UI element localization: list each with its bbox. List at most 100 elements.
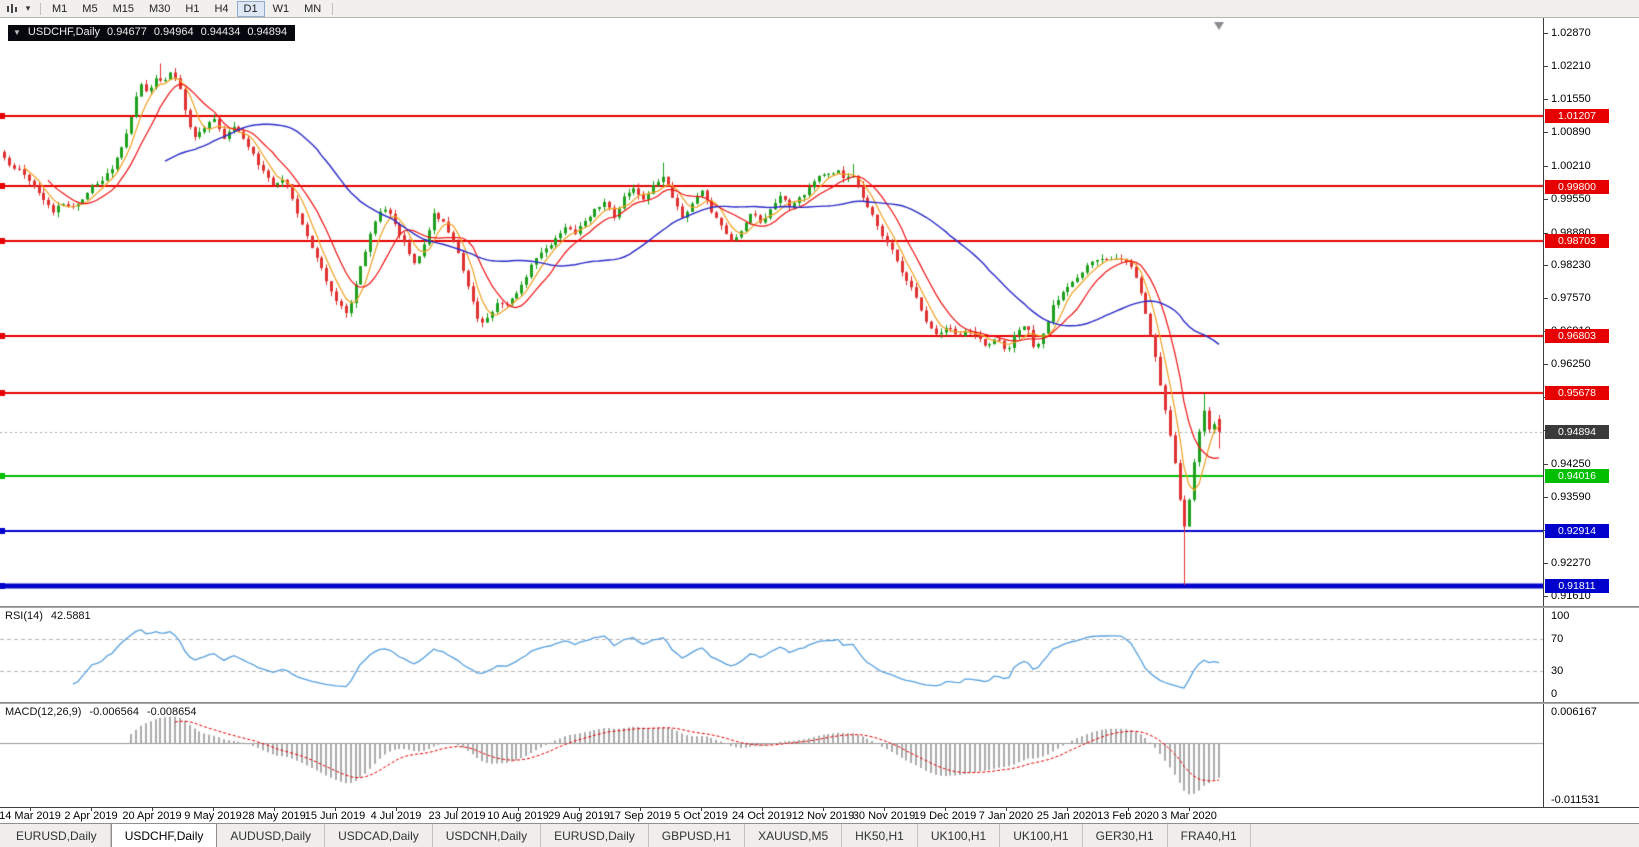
rsi-pane: RSI(14) 42.5881: [0, 608, 1543, 702]
rsi-axis-label: 100: [1551, 610, 1570, 622]
symbol-ohlc-box: ▼ USDCHF,Daily 0.94677 0.94964 0.94434 0…: [8, 25, 296, 41]
price-axis-label: 0.91610: [1551, 590, 1591, 602]
price-axis-label: 1.02870: [1551, 27, 1591, 39]
price-axis-tick: [1544, 99, 1548, 100]
date-axis-tick: [457, 808, 458, 811]
date-axis-label: 7 Jan 2020: [978, 810, 1034, 822]
macd-axis-max-label: 0.006167: [1551, 706, 1597, 718]
date-axis-tick: [91, 808, 92, 811]
macd-canvas[interactable]: [0, 704, 1543, 807]
one-click-trading-arrow-icon[interactable]: ▼: [13, 28, 21, 37]
chart-tab-ger30-h1[interactable]: GER30,H1: [1083, 824, 1168, 847]
pane-separator[interactable]: [0, 702, 1639, 704]
chart-area: ▼ USDCHF,Daily 0.94677 0.94964 0.94434 0…: [0, 18, 1639, 823]
date-axis-tick: [945, 808, 946, 811]
price-axis-label: 1.02210: [1551, 60, 1591, 72]
date-axis-label: 29 Aug 2019: [548, 810, 610, 822]
chart-tab-uk100-h1[interactable]: UK100,H1: [918, 824, 1001, 847]
price-axis-tick: [1544, 464, 1548, 465]
timeframe-button-m5[interactable]: M5: [82, 2, 98, 15]
toolbar-separator: [40, 2, 41, 15]
ohlc-close: 0.94894: [247, 26, 288, 38]
chart-tab-fra40-h1[interactable]: FRA40,H1: [1168, 824, 1251, 847]
chart-tab-usdchf-daily[interactable]: USDCHF,Daily: [110, 823, 218, 847]
date-axis-tick: [274, 808, 275, 811]
date-axis-label: 10 Aug 2019: [487, 810, 549, 822]
date-axis-tick: [762, 808, 763, 811]
price-line-badge: 0.99800: [1545, 179, 1609, 194]
price-line-badge: 0.91811: [1545, 578, 1609, 593]
price-chart-canvas[interactable]: [0, 18, 1543, 606]
rsi-axis-label: 0: [1551, 688, 1558, 700]
date-axis-label: 9 May 2019: [184, 810, 242, 822]
price-axis-tick: [1544, 232, 1548, 234]
price-axis-label: 0.94250: [1551, 458, 1591, 470]
rsi-value: 42.5881: [50, 610, 91, 622]
price-axis-tick: [1544, 132, 1548, 133]
pane-separator[interactable]: [0, 606, 1639, 608]
macd-indicator-label: MACD(12,26,9) -0.006564 -0.008654: [5, 706, 197, 718]
time-axis[interactable]: 14 Mar 2019 2 Apr 2019 20 Apr 2019 9 May 20…: [0, 807, 1639, 823]
chart-menu-dropdown-icon[interactable]: ▾: [25, 3, 31, 13]
date-axis-tick: [30, 808, 31, 811]
date-axis-tick: [701, 808, 702, 811]
timeframe-button-h1[interactable]: H1: [185, 2, 200, 15]
price-axis-tick: [1544, 596, 1548, 597]
date-axis-label: 2 Apr 2019: [64, 810, 118, 822]
macd-pane: MACD(12,26,9) -0.006564 -0.008654: [0, 704, 1543, 807]
ohlc-open: 0.94677: [107, 26, 147, 38]
rsi-canvas[interactable]: [0, 608, 1543, 702]
chart-tab-audusd-daily[interactable]: AUDUSD,Daily: [217, 824, 326, 847]
chart-tab-xauusd-m5[interactable]: XAUUSD,M5: [745, 824, 843, 847]
chart-tabs-bar: EURUSD,Daily USDCHF,Daily AUDUSD,Daily USDC…: [0, 823, 1639, 847]
price-axis-tick: [1544, 497, 1548, 498]
chart-tab-eurusd-daily[interactable]: EURUSD,Daily: [541, 824, 649, 847]
timeframe-buttons: M1 M5 M15 M30 H1 H4 D1 W1 MN: [45, 0, 328, 17]
date-axis-label: 3 Mar 2020: [1161, 810, 1217, 822]
chart-bars-icon-glyph: [7, 3, 17, 13]
date-axis-tick: [823, 808, 824, 811]
rsi-axis-label: 70: [1551, 633, 1564, 646]
date-axis-tick: [396, 808, 397, 811]
price-axis-label: 1.00890: [1551, 126, 1591, 138]
timeframe-button-m30[interactable]: M30: [148, 2, 171, 15]
date-axis-label: 23 Jul 2019: [428, 810, 486, 822]
timeframe-button-d1[interactable]: D1: [236, 0, 265, 17]
chart-tab-usdcad-daily[interactable]: USDCAD,Daily: [325, 824, 433, 847]
chart-tab-usdcnh-daily[interactable]: USDCNH,Daily: [433, 824, 542, 847]
macd-name: MACD(12,26,9): [5, 706, 82, 718]
date-axis-tick: [884, 808, 885, 811]
date-axis-label: 13 Feb 2020: [1097, 810, 1159, 822]
chart-tab-gbpusd-h1[interactable]: GBPUSD,H1: [649, 824, 746, 847]
chart-bars-icon[interactable]: [4, 1, 20, 17]
timeframe-button-w1[interactable]: W1: [272, 2, 290, 15]
rsi-axis-label: 30: [1551, 664, 1564, 677]
price-axis-tick: [1544, 265, 1548, 266]
price-axis-tick: [1544, 66, 1548, 67]
price-axis-tick: [1544, 33, 1548, 34]
date-axis-label: 20 Apr 2019: [122, 810, 182, 822]
price-axis-tick: [1544, 166, 1548, 167]
rsi-name: RSI(14): [5, 610, 43, 622]
price-axis[interactable]: 0.006167 -0.011531 1.02870 1.02210 1.01550…: [1543, 18, 1639, 823]
chart-tab-hk50-h1[interactable]: HK50,H1: [842, 824, 918, 847]
price-axis-tick: [1544, 364, 1548, 365]
price-line-badge: 0.95678: [1545, 385, 1609, 400]
timeframe-button-mn[interactable]: MN: [304, 2, 322, 15]
date-axis-label: 14 Mar 2019: [0, 810, 61, 822]
timeframe-button-h4[interactable]: H4: [214, 2, 229, 15]
symbol-label: USDCHF,Daily: [27, 26, 101, 38]
chart-tab-uk100-h1[interactable]: UK100,H1: [1000, 824, 1083, 847]
price-axis-label: 0.99550: [1551, 193, 1591, 205]
chart-tab-eurusd-daily[interactable]: EURUSD,Daily: [3, 824, 111, 847]
price-axis-label: 0.97570: [1551, 292, 1591, 304]
timeframe-button-m15[interactable]: M15: [112, 2, 134, 15]
price-line-badge: 0.98703: [1545, 234, 1609, 249]
current-price-badge: 0.94894: [1545, 424, 1609, 439]
price-axis-label: 0.92270: [1551, 557, 1591, 569]
toolbar-separator: [332, 2, 334, 15]
date-axis-tick: [1067, 808, 1068, 811]
date-axis-label: 28 May 2019: [242, 810, 306, 822]
timeframe-button-m1[interactable]: M1: [52, 2, 68, 15]
